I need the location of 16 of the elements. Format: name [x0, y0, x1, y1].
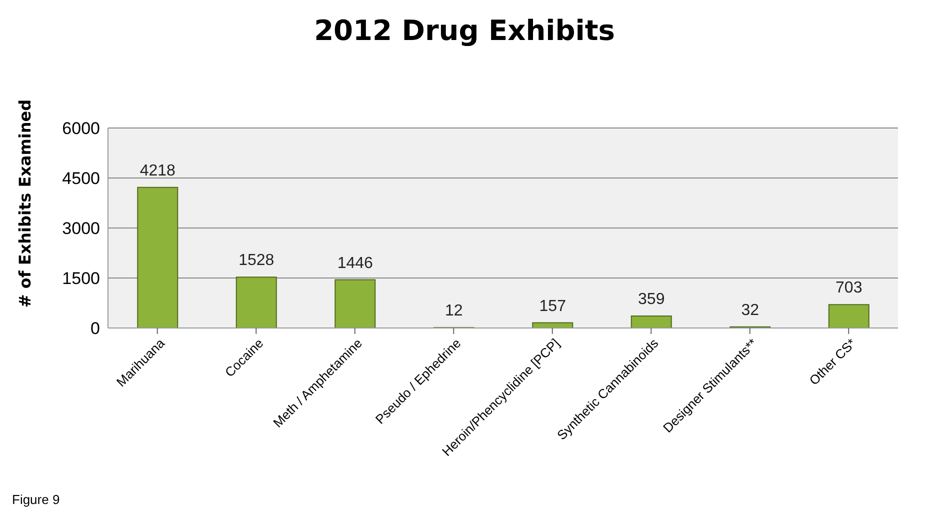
data-label: 157: [539, 298, 566, 315]
y-tick-label: 0: [90, 319, 100, 338]
y-tick-label: 4500: [62, 169, 100, 188]
data-label: 12: [444, 302, 463, 320]
y-tick-label: 6000: [62, 119, 100, 138]
caption: Figure 9: [12, 492, 60, 507]
data-label: 32: [741, 302, 760, 319]
y-tick-label: 3000: [62, 219, 100, 238]
chart-title: 2012 Drug Exhibits: [313, 14, 616, 47]
data-label: 359: [638, 291, 665, 308]
data-label: 1528: [238, 252, 274, 270]
y-tick-label: 1500: [62, 269, 100, 288]
y-axis-title: # of Exhibits Examined: [16, 98, 35, 308]
data-label: 1446: [337, 254, 374, 272]
data-label: 4218: [140, 162, 176, 180]
data-label: 703: [836, 280, 862, 297]
